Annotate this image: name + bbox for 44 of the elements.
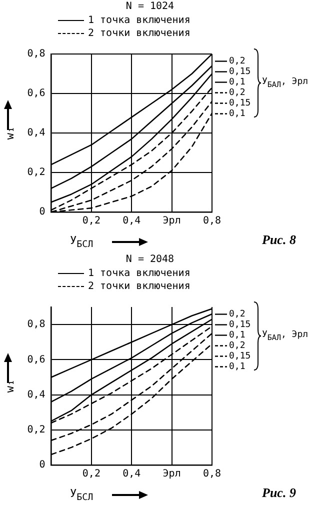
chart-title: N = 2048 — [124, 254, 176, 265]
legend-label: 0,15 — [229, 98, 251, 109]
x-tick-label: Эрл — [162, 216, 181, 227]
legend-label: 0,2 — [229, 341, 246, 352]
y-tick-label: 0,4 — [27, 389, 46, 400]
text: 2 точки включения — [88, 281, 190, 292]
text: Рис. 8 — [262, 232, 296, 248]
y-tick-label: 0,8 — [27, 48, 46, 60]
legend-label: 0,15 — [229, 352, 251, 362]
y-tick-label: 0,2 — [27, 424, 46, 436]
chart-title: N = 1024 — [124, 1, 176, 12]
y-tick-label: 0,4 — [27, 128, 46, 139]
y-tick-label: 0 — [39, 460, 46, 471]
legend-label: 0,2 — [229, 310, 246, 320]
x-tick-label: 0,8 — [202, 468, 222, 480]
y-tick-label: 0,6 — [27, 88, 46, 100]
y-tick-label: 0 — [39, 206, 46, 218]
text: У$_{БАЛ}$, Эрл — [262, 77, 308, 89]
x-tick-label: 0,2 — [82, 216, 100, 227]
x-axis-title: У$_{БСЛ}$ — [70, 487, 94, 504]
y-axis-title: w₁ — [3, 379, 16, 393]
y-axis-title: w₁ — [3, 126, 16, 140]
x-tick-label: 0,2 — [82, 468, 100, 480]
y-tick-label: 0,6 — [27, 354, 46, 366]
y-tick-label: 0,2 — [27, 167, 46, 178]
x-tick-label: 0,8 — [202, 216, 222, 227]
legend-label: 0,15 — [229, 67, 251, 78]
legend-label: 0,1 — [229, 78, 246, 88]
x-tick-label: 0,4 — [122, 468, 141, 480]
x-tick-label: Эрл — [162, 468, 181, 480]
legend-label: 0,15 — [229, 320, 251, 330]
legend-label: 0,1 — [229, 330, 246, 341]
text: 2 точки включения — [88, 28, 190, 39]
x-tick-label: 0,4 — [122, 216, 141, 227]
text: Рис. 9 — [262, 485, 296, 501]
legend-label: 0,2 — [229, 88, 246, 98]
text: 1 точка включения — [88, 15, 190, 26]
text: 1 точка включения — [88, 268, 190, 279]
y-tick-label: 0,8 — [27, 319, 46, 330]
x-axis-title: У$_{БСЛ}$ — [70, 234, 94, 250]
legend-label: 0,1 — [229, 362, 246, 372]
legend-label: 0,1 — [229, 109, 246, 120]
legend-label: 0,2 — [229, 56, 246, 67]
text: У$_{БАЛ}$, Эрл — [262, 330, 308, 342]
